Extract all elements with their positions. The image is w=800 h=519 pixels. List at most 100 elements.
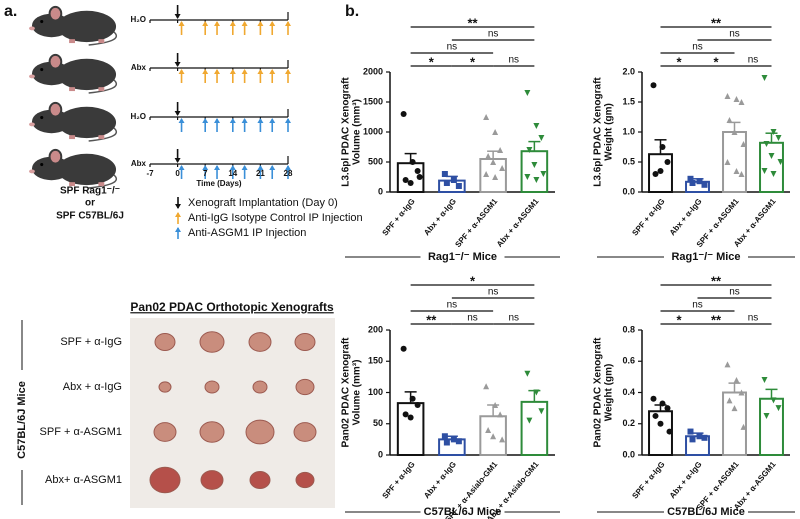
- x-axis-label: C57BL/6J Mice: [424, 506, 502, 518]
- y-tick-label: 0: [378, 449, 383, 459]
- data-point: [443, 439, 450, 446]
- y-tick-label: 200: [368, 324, 383, 334]
- data-point: [414, 168, 421, 174]
- data-point: [414, 402, 421, 408]
- injection-arrow-head: [241, 118, 248, 123]
- data-point: [696, 178, 703, 185]
- tumor: [245, 419, 275, 445]
- data-point: [761, 168, 768, 174]
- y-tick-label: 1.5: [622, 96, 635, 106]
- significance-label: *: [470, 54, 476, 69]
- data-point: [738, 99, 745, 105]
- y-tick-label: 1.0: [622, 126, 635, 136]
- data-point: [664, 159, 671, 165]
- data-point: [533, 177, 540, 183]
- injection-arrow-head: [229, 118, 236, 123]
- injection-arrow-head: [285, 165, 291, 170]
- significance-label: ns: [508, 55, 519, 66]
- photo-row-label: Abx + α-IgG: [63, 381, 122, 393]
- photo-row-label: Abx+ α-ASGM1: [45, 474, 122, 486]
- data-point: [400, 345, 407, 352]
- y-axis-label: Volume (mm³): [352, 360, 363, 426]
- data-point: [455, 438, 462, 445]
- data-point: [733, 377, 740, 383]
- data-point: [490, 159, 497, 165]
- y-axis-label: Weight (gm): [604, 364, 615, 422]
- tumor: [149, 466, 181, 494]
- data-point: [650, 82, 657, 89]
- data-point: [768, 153, 775, 159]
- tumor: [199, 331, 225, 353]
- x-tick-label: Abx + α-IgG: [668, 460, 704, 500]
- x-tick-label: SPF + α-IgG: [630, 460, 666, 501]
- timeline-tick-label: -7: [146, 169, 154, 178]
- y-tick-label: 2.0: [622, 66, 635, 76]
- injection-arrow-head: [229, 69, 236, 74]
- injection-arrow-head: [178, 118, 185, 123]
- injection-arrow-head: [285, 21, 291, 26]
- data-point: [731, 129, 738, 135]
- data-point: [485, 153, 492, 159]
- significance-label: *: [676, 312, 682, 327]
- y-tick-label: 0.8: [622, 324, 635, 334]
- y-tick-label: 500: [368, 156, 383, 166]
- bar: [722, 391, 747, 456]
- timeline-tick-label: 7: [203, 169, 208, 178]
- injection-arrow-head: [269, 69, 276, 74]
- significance-label: *: [676, 54, 682, 69]
- data-point: [724, 159, 731, 165]
- injection-arrow-head: [214, 21, 221, 26]
- x-tick-label: SPF + α-IgG: [381, 460, 417, 501]
- treatment-label: Abx: [131, 63, 147, 72]
- injection-arrow-head: [229, 165, 236, 170]
- tumor: [295, 378, 315, 396]
- x-axis-label: C57BL/6J Mice: [667, 506, 745, 518]
- injection-arrow-head: [241, 165, 248, 170]
- injection-arrow-head: [241, 69, 248, 74]
- data-point: [687, 428, 694, 435]
- injection-arrow-head: [178, 69, 185, 74]
- injection-arrow-head: [202, 165, 209, 170]
- data-point: [689, 180, 696, 186]
- data-point: [402, 411, 409, 418]
- injection-arrow-head: [269, 165, 276, 170]
- data-point: [777, 159, 784, 165]
- data-point: [770, 171, 777, 177]
- treatment-label: H₂O: [130, 112, 146, 121]
- data-point: [726, 397, 733, 404]
- tumor: [158, 381, 172, 393]
- tumor: [154, 333, 176, 351]
- y-tick-label: 1000: [363, 126, 383, 136]
- bar: [759, 141, 784, 194]
- data-point: [402, 177, 409, 183]
- significance-label: **: [711, 15, 722, 30]
- y-tick-label: 50: [373, 418, 383, 428]
- significance-label: ns: [447, 42, 458, 53]
- data-point: [524, 370, 531, 377]
- data-point: [733, 96, 740, 102]
- photo-row-label: SPF + α-IgG: [60, 336, 122, 348]
- x-tick-label: Abx + α-IgG: [668, 197, 704, 237]
- photo-row-label: SPF + α-ASGM1: [40, 426, 122, 438]
- data-point: [763, 412, 770, 419]
- y-tick-label: 0.0: [622, 186, 635, 196]
- significance-label: ns: [748, 313, 759, 324]
- data-point: [538, 135, 545, 141]
- timeline-tick-label: 28: [284, 169, 293, 178]
- significance-label: **: [467, 15, 478, 30]
- y-axis-label: Pan02 PDAC Xenograft: [341, 337, 352, 448]
- y-tick-label: 2000: [363, 66, 383, 76]
- injection-arrow-head: [257, 69, 264, 74]
- data-point: [499, 436, 506, 443]
- mouse-illustration: [28, 101, 118, 142]
- implant-arrow-head: [174, 14, 181, 19]
- x-tick-label: SPF + α-ASGM1: [453, 196, 499, 249]
- data-point: [664, 405, 671, 412]
- data-point: [540, 171, 547, 177]
- bar: [479, 415, 507, 456]
- significance-label: ns: [508, 313, 519, 324]
- photo-side-label: C57BL/6J Mice: [16, 381, 28, 459]
- timeline-tick-label: 14: [228, 169, 237, 178]
- x-axis-label: Rag1⁻/⁻ Mice: [671, 251, 740, 263]
